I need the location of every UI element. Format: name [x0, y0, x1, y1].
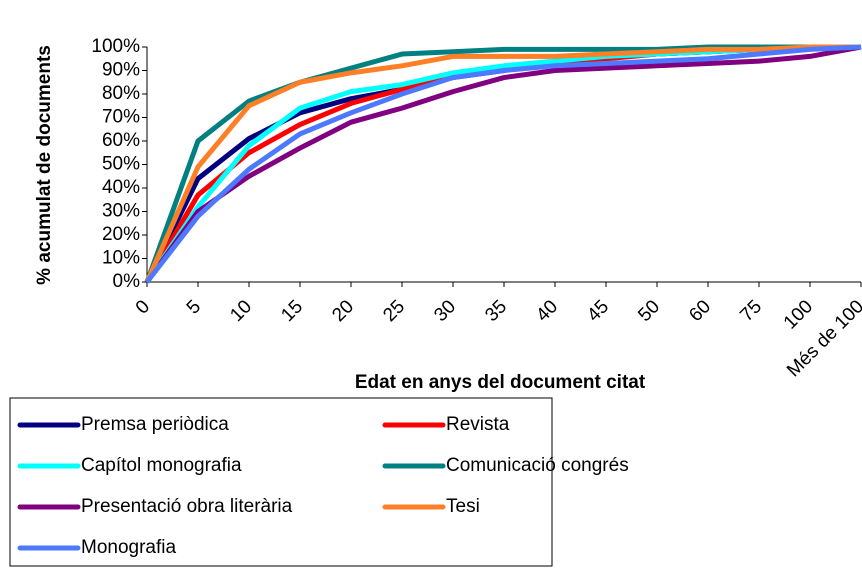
x-tick-label: 75 — [736, 296, 766, 326]
x-tick-label: 100 — [780, 296, 817, 333]
y-tick-label: 30% — [102, 201, 140, 222]
x-tick-label: 30 — [430, 296, 460, 326]
x-tick-label: 60 — [685, 296, 715, 326]
x-tick-label: 15 — [277, 296, 307, 326]
legend-label: Monografia — [81, 537, 176, 558]
series-line — [144, 44, 862, 284]
x-tick-label: 25 — [379, 296, 409, 326]
legend-label: Comunicació congrés — [446, 455, 629, 476]
x-tick-label: 10 — [226, 296, 256, 326]
series-line — [144, 44, 861, 284]
legend-box — [9, 397, 553, 567]
y-tick-label: 40% — [102, 177, 140, 198]
y-tick-label: 90% — [102, 60, 140, 81]
x-tick-label: 35 — [481, 296, 511, 326]
y-tick-label: 0% — [113, 271, 141, 292]
x-axis-label: Edat en anys del document citat — [355, 372, 646, 393]
legend-label: Tesi — [446, 496, 480, 517]
y-tick-label: 20% — [102, 224, 140, 245]
y-tick-label: 60% — [102, 130, 140, 151]
y-tick-label: 70% — [102, 107, 140, 128]
x-tick-label: 0 — [132, 296, 154, 318]
y-tick-label: 10% — [102, 248, 140, 269]
legend-label: Capítol monografia — [81, 455, 242, 476]
y-tick-label: 80% — [102, 83, 140, 104]
y-tick-label: 50% — [102, 154, 140, 175]
x-tick-label: 45 — [583, 296, 613, 326]
x-tick-label: 20 — [328, 296, 358, 326]
legend-label: Premsa periòdica — [81, 414, 229, 435]
x-tick-label: 50 — [634, 296, 664, 326]
legend-label: Presentació obra literària — [81, 496, 293, 517]
x-tick-label: 40 — [532, 296, 562, 326]
x-tick-label: 5 — [183, 296, 205, 318]
y-tick-label: 100% — [91, 36, 140, 57]
legend-label: Revista — [446, 414, 510, 435]
y-axis-label: % acumulat de documents — [34, 45, 55, 285]
series-line — [145, 44, 862, 284]
